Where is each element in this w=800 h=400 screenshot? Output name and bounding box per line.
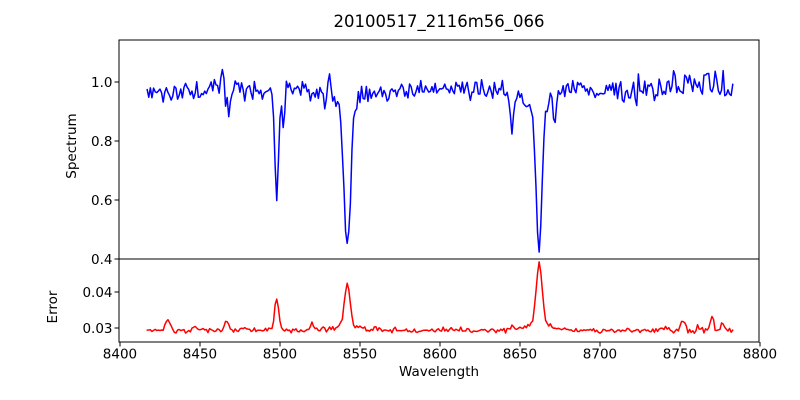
spectrum-y-tick-label: 1.0	[91, 75, 112, 91]
spectrum-y-tick-label: 0.8	[91, 134, 112, 150]
x-tick-label: 8800	[743, 347, 777, 363]
error-y-tick-label: 0.03	[82, 321, 112, 337]
x-tick-label: 8600	[423, 347, 457, 363]
spectrum-line	[146, 68, 734, 253]
x-tick-label: 8400	[103, 347, 137, 363]
axes-frame-spectrum	[118, 39, 760, 260]
x-tick-label: 8450	[183, 347, 217, 363]
error-line	[146, 261, 734, 334]
spectrum-y-tick-label: 0.4	[91, 252, 112, 268]
spectrum-y-tick-label: 0.6	[91, 193, 112, 209]
x-tick-label: 8700	[583, 347, 617, 363]
x-axis-label: Wavelength	[398, 364, 480, 380]
error-y-tick-label: 0.04	[82, 285, 112, 301]
x-tick-label: 8500	[263, 347, 297, 363]
x-tick-label: 8550	[343, 347, 377, 363]
plot-title: 20100517_2116m56_066	[333, 12, 545, 31]
x-tick-label: 8650	[503, 347, 537, 363]
axes-frame-error	[118, 258, 760, 343]
x-tick-label: 8750	[663, 347, 697, 363]
